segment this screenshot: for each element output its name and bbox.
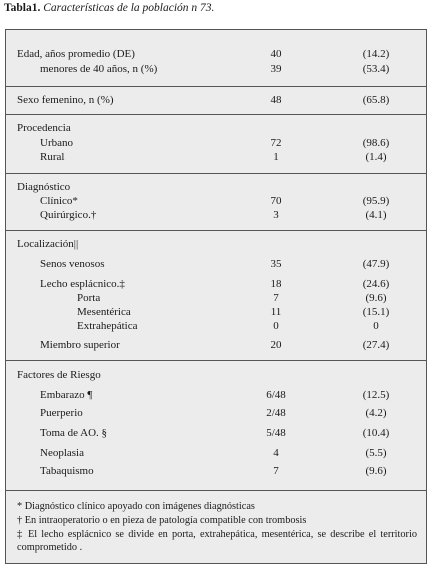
row-label-female-sex: Sexo femenino, n (%) xyxy=(17,94,114,106)
row-pct-female-sex: (65.8) xyxy=(362,94,390,106)
population-table: Edad, años promedio (DE) 40 (14.2) menor… xyxy=(5,29,427,564)
row-label-pregnancy: Embarazo ¶ xyxy=(40,389,93,401)
row-value-urban: 72 xyxy=(270,137,282,149)
section-divider xyxy=(6,490,426,491)
row-value-neoplasia: 4 xyxy=(273,447,279,459)
caption-label: Tabla1. xyxy=(4,2,41,14)
section-divider xyxy=(6,86,426,87)
row-pct-puerperium: (4.2) xyxy=(365,407,387,419)
row-value-pregnancy: 6/48 xyxy=(266,389,286,401)
row-value-under-40: 39 xyxy=(270,63,282,75)
row-pct-clinical: (95.9) xyxy=(362,195,390,207)
row-label-portal: Porta xyxy=(77,292,101,304)
row-pct-smoking: (9.6) xyxy=(365,465,387,477)
row-label-extrahepatic: Extrahepática xyxy=(77,320,138,332)
row-pct-pregnancy: (12.5) xyxy=(362,389,390,401)
section-heading-risk-factors: Factores de Riesgo xyxy=(17,369,101,381)
row-pct-under-40: (53.4) xyxy=(362,63,390,75)
section-heading-location: Localización|| xyxy=(17,238,79,250)
row-value-puerperium: 2/48 xyxy=(266,407,286,419)
row-value-extrahepatic: 0 xyxy=(273,320,279,332)
row-label-surgical: Quirúrgico.† xyxy=(40,209,97,221)
row-label-under-40: menores de 40 años, n (%) xyxy=(40,63,158,75)
row-value-smoking: 7 xyxy=(273,465,279,477)
row-label-clinical: Clínico* xyxy=(40,195,78,207)
footnote-splanchnic: ‡ El lecho esplácnico se divide en porta… xyxy=(17,529,417,553)
row-label-smoking: Tabaquismo xyxy=(40,465,94,477)
row-value-upper-limb: 20 xyxy=(270,339,282,351)
section-divider xyxy=(6,114,426,115)
caption-text: Características de la población n 73. xyxy=(43,2,215,14)
row-label-oral-contraceptive: Toma de AO. § xyxy=(40,427,108,439)
row-pct-rural: (1.4) xyxy=(365,151,387,163)
section-divider xyxy=(6,173,426,174)
row-label-venous-sinus: Senos venosos xyxy=(40,258,105,270)
table-caption: Tabla1. Características de la población … xyxy=(4,2,215,15)
section-divider xyxy=(6,360,426,361)
row-value-mesenteric: 11 xyxy=(270,306,282,318)
row-pct-urban: (98.6) xyxy=(362,137,390,149)
row-value-portal: 7 xyxy=(273,292,279,304)
section-heading-origin: Procedencia xyxy=(17,122,71,134)
row-pct-venous-sinus: (47.9) xyxy=(362,258,390,270)
row-label-age: Edad, años promedio (DE) xyxy=(17,48,135,60)
footnote-clinical: * Diagnóstico clínico apoyado con imágen… xyxy=(17,501,255,512)
row-value-oral-contraceptive: 5/48 xyxy=(266,427,286,439)
row-pct-neoplasia: (5.5) xyxy=(365,447,387,459)
row-pct-extrahepatic: 0 xyxy=(373,320,379,332)
row-pct-age: (14.2) xyxy=(362,48,390,60)
footnote-surgical: † En intraoperatorio o en pieza de patol… xyxy=(17,515,307,526)
row-pct-splanchnic-bed: (24.6) xyxy=(362,278,390,290)
row-value-clinical: 70 xyxy=(270,195,282,207)
row-pct-oral-contraceptive: (10.4) xyxy=(362,427,390,439)
row-label-splanchnic-bed: Lecho esplácnico.‡ xyxy=(40,278,125,290)
row-value-rural: 1 xyxy=(273,151,279,163)
row-pct-portal: (9.6) xyxy=(365,292,387,304)
row-value-surgical: 3 xyxy=(273,209,279,221)
row-value-venous-sinus: 35 xyxy=(270,258,282,270)
row-value-splanchnic-bed: 18 xyxy=(270,278,282,290)
row-label-mesenteric: Mesentérica xyxy=(77,306,131,318)
row-label-urban: Urbano xyxy=(40,137,73,149)
row-label-upper-limb: Miembro superior xyxy=(40,339,120,351)
row-label-rural: Rural xyxy=(40,151,65,163)
row-label-puerperium: Puerperio xyxy=(40,407,83,419)
row-pct-surgical: (4.1) xyxy=(365,209,387,221)
row-pct-mesenteric: (15.1) xyxy=(362,306,390,318)
row-value-female-sex: 48 xyxy=(270,94,282,106)
section-divider xyxy=(6,230,426,231)
row-label-neoplasia: Neoplasia xyxy=(40,447,84,459)
section-heading-diagnosis: Diagnóstico xyxy=(17,181,71,193)
row-pct-upper-limb: (27.4) xyxy=(362,339,390,351)
row-value-age: 40 xyxy=(270,48,282,60)
